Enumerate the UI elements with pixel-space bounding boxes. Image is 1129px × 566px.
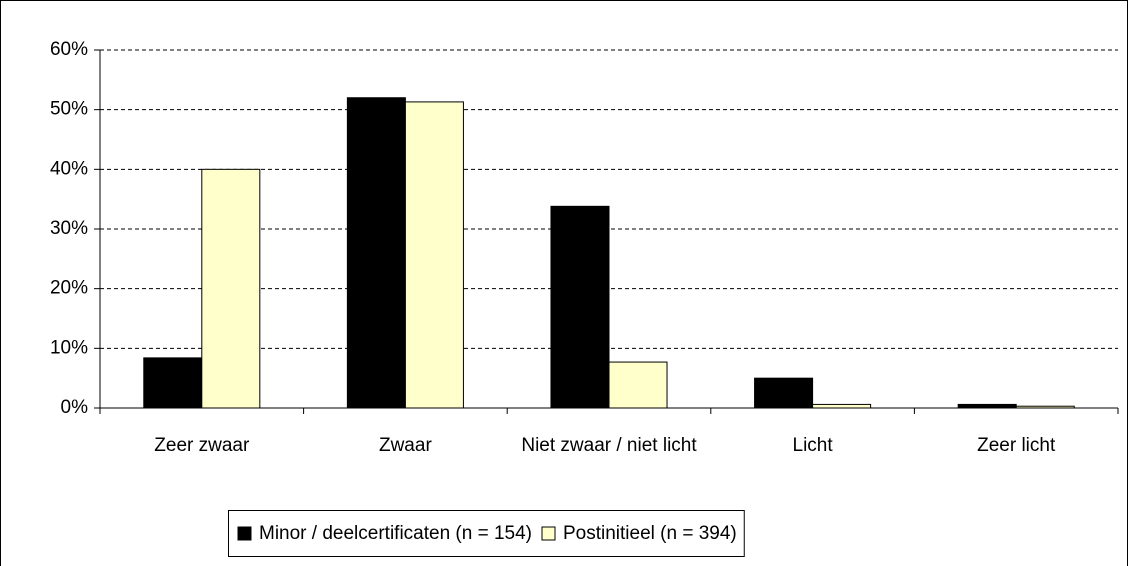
y-tick-label: 50% [50,99,88,120]
bar [201,168,261,409]
legend-box [228,510,745,557]
y-tick-label: 10% [50,337,88,358]
bar [608,361,668,409]
bar [812,403,872,409]
y-tick-label: 0% [61,397,89,418]
x-tick-label: Zeer licht [977,435,1056,456]
y-tick-label: 20% [50,278,88,299]
bar [957,403,1017,409]
x-tick-label: Niet zwaar / niet licht [521,435,697,456]
bar [143,357,203,409]
x-tick-label: Zeer zwaar [154,435,250,456]
bar [550,205,610,409]
x-tick-label: Zwaar [378,435,432,456]
y-tick-label: 40% [50,158,88,179]
legend-label: Minor / deelcertificaten (n = 154) [259,523,532,544]
legend-label: Postinitieel (n = 394) [563,523,737,544]
legend-swatch [541,526,556,541]
y-tick-label: 60% [50,39,88,60]
y-tick-label: 30% [50,218,88,239]
bar [404,101,464,409]
x-tick-label: Licht [792,435,833,456]
legend-swatch [237,526,252,541]
bar [346,97,406,409]
bar [754,377,814,409]
